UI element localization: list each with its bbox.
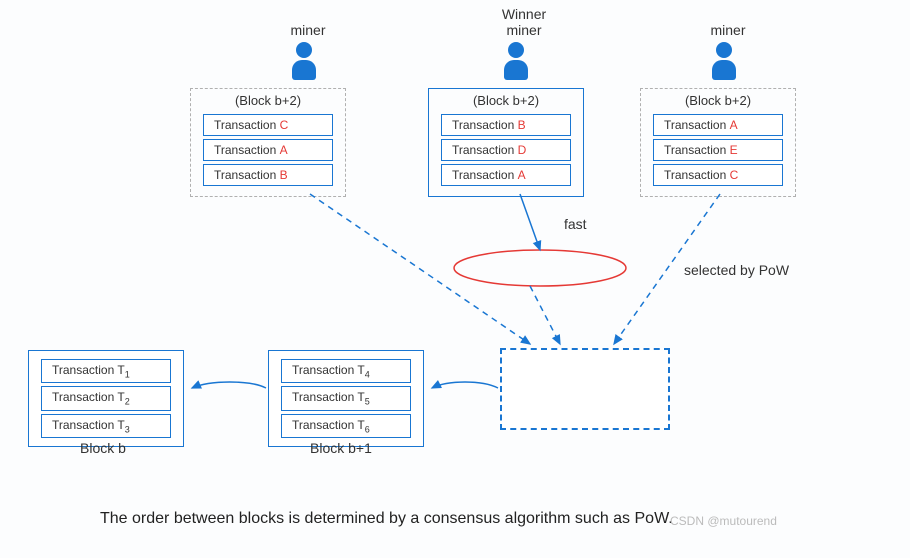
tx-row: Transaction T6 [281, 414, 411, 438]
tx-row: Transaction T5 [281, 386, 411, 410]
tx-row: Transaction C [203, 114, 333, 136]
miner-label-1: miner [278, 22, 338, 38]
miner-label-2: Winnerminer [484, 6, 564, 38]
tx-row: Transaction T3 [41, 414, 171, 438]
block-b1-label: Block b+1 [310, 440, 372, 456]
caption: The order between blocks is determined b… [100, 510, 673, 528]
pow-label: selected by PoW [684, 262, 789, 278]
diagram-arrows [0, 0, 910, 558]
block-b: Transaction T1 Transaction T2 Transactio… [28, 350, 184, 447]
arrow-chain-1 [192, 382, 266, 388]
miner-icon-1 [292, 42, 316, 80]
tx-row: Transaction T1 [41, 359, 171, 383]
tx-row: Transaction E [653, 139, 783, 161]
candidate-block-3: (Block b+2) Transaction A Transaction E … [640, 88, 796, 197]
arrow-cand-1 [310, 194, 530, 344]
arrow-fast [520, 194, 540, 250]
tx-row: Transaction C [653, 164, 783, 186]
tx-row: Transaction T4 [281, 359, 411, 383]
arrow-cand-2a [530, 286, 560, 344]
candidate-block-2-winner: (Block b+2) Transaction B Transaction D … [428, 88, 584, 197]
block-b-label: Block b [80, 440, 126, 456]
tx-row: Transaction T2 [41, 386, 171, 410]
watermark: CSDN @mutourend [670, 514, 777, 528]
tx-row: Transaction A [653, 114, 783, 136]
new-block-placeholder [500, 348, 670, 430]
fast-label: fast [564, 216, 587, 232]
miner-icon-3 [712, 42, 736, 80]
tx-row: Transaction B [203, 164, 333, 186]
tx-row: Transaction B [441, 114, 571, 136]
pow-ellipse [454, 250, 626, 286]
tx-row: Transaction D [441, 139, 571, 161]
candidate-block-1: (Block b+2) Transaction C Transaction A … [190, 88, 346, 197]
candidate-title-2: (Block b+2) [429, 93, 583, 108]
miner-icon-2 [504, 42, 528, 80]
tx-row: Transaction A [203, 139, 333, 161]
candidate-title-1: (Block b+2) [191, 93, 345, 108]
tx-row: Transaction A [441, 164, 571, 186]
arrow-chain-2 [432, 382, 498, 388]
candidate-title-3: (Block b+2) [641, 93, 795, 108]
miner-label-3: miner [698, 22, 758, 38]
block-b1: Transaction T4 Transaction T5 Transactio… [268, 350, 424, 447]
